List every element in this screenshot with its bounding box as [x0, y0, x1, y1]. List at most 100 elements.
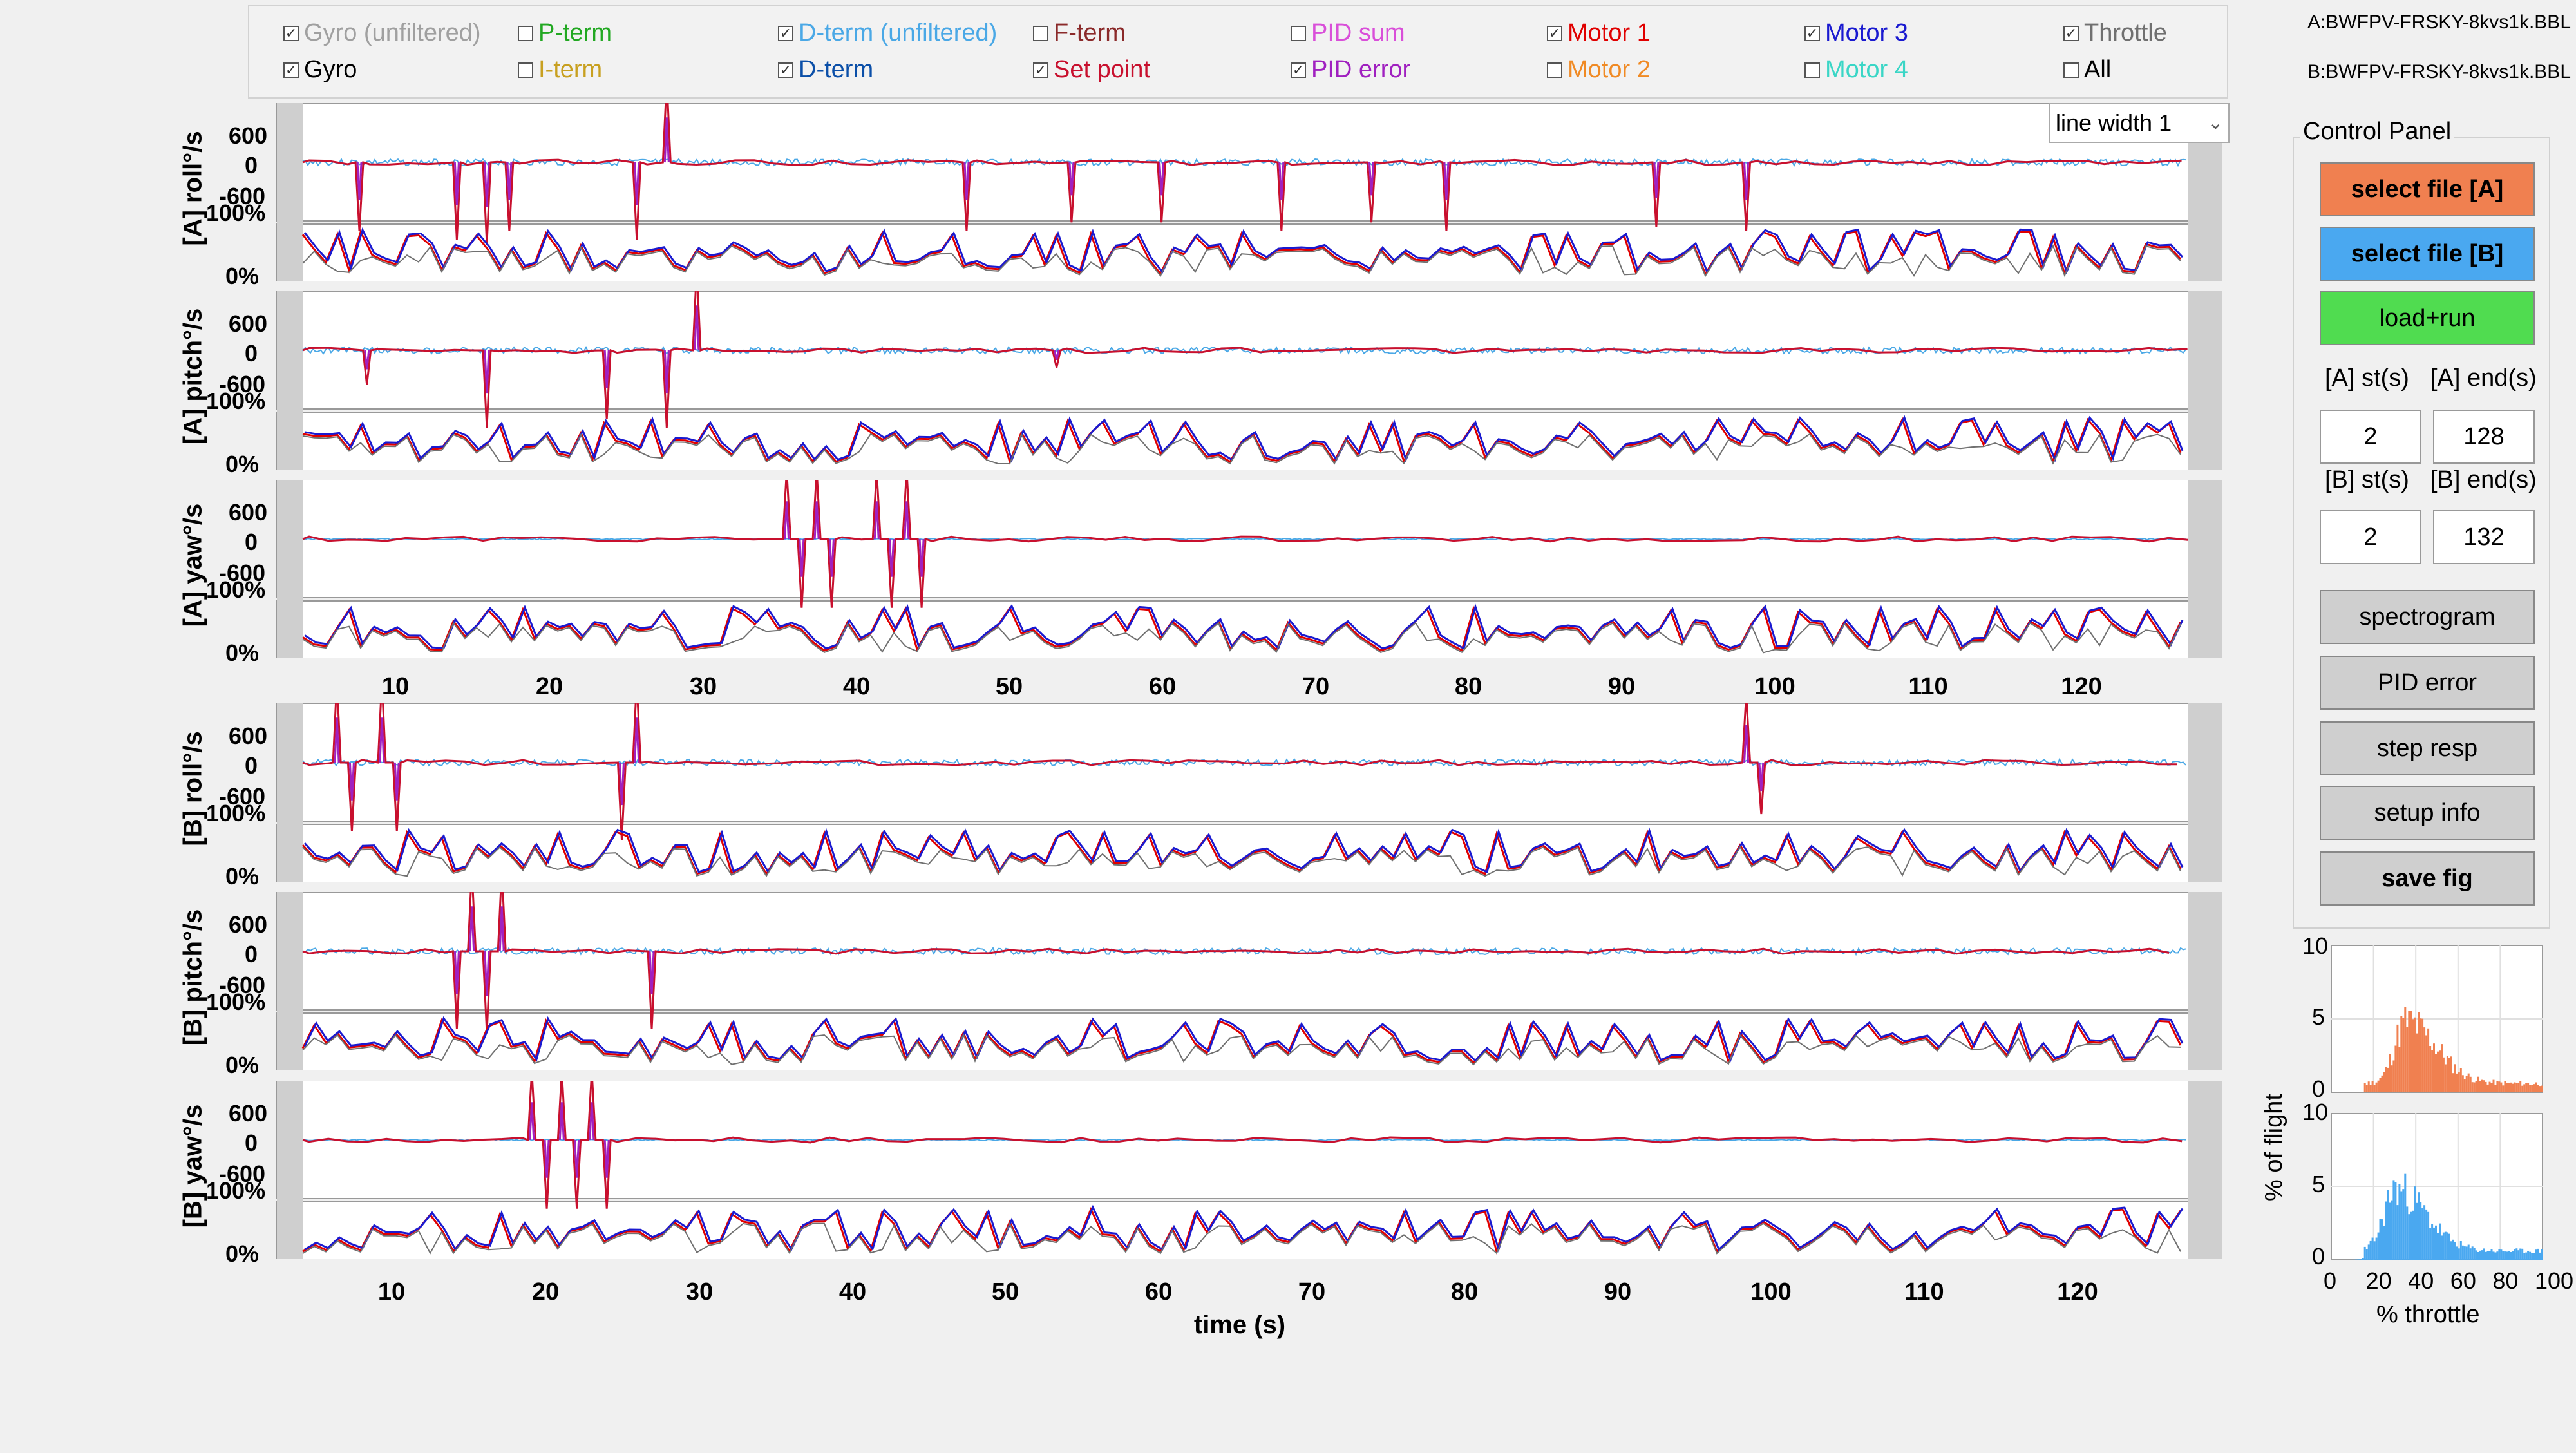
checkbox-icon[interactable]	[1291, 25, 1306, 41]
checkbox-icon[interactable]: ✓	[1804, 25, 1820, 41]
legend-toggle-all[interactable]: All	[2063, 56, 2111, 84]
select-file-a-button[interactable]: select file [A]	[2320, 162, 2535, 216]
checkbox-icon[interactable]	[1547, 62, 1562, 78]
hist-bar	[2469, 1248, 2472, 1260]
trim-mask-start	[277, 103, 303, 281]
legend-toggle-set-point[interactable]: ✓ Set point	[1033, 56, 1150, 84]
legend-label: Motor 4	[1825, 56, 1908, 83]
legend-toggle-throttle[interactable]: ✓ Throttle	[2063, 19, 2167, 47]
pid-error-trace	[453, 906, 655, 996]
hist-bar	[2367, 1244, 2370, 1260]
hist-bar	[2423, 1205, 2426, 1260]
legend-toggle-motor-2[interactable]: Motor 2	[1547, 56, 1651, 84]
hist-bar	[2387, 1067, 2389, 1092]
checkbox-icon[interactable]: ✓	[778, 62, 793, 78]
checkbox-icon[interactable]	[2063, 62, 2079, 78]
spectrogram-button[interactable]: spectrogram	[2320, 590, 2535, 644]
checkbox-icon[interactable]: ✓	[2063, 25, 2079, 41]
legend-toggle-motor-4[interactable]: Motor 4	[1804, 56, 1908, 84]
hist-bar	[2371, 1081, 2374, 1092]
legend-toggle-i-term[interactable]: I-term	[518, 56, 602, 84]
hist-bar	[2412, 1210, 2414, 1260]
setpoint-trace	[302, 892, 2170, 1033]
b-start-input[interactable]: 2	[2320, 510, 2421, 564]
panel-ytick: 0%	[225, 640, 260, 666]
time-tick: 90	[1607, 673, 1636, 700]
hist-b-ytick-5: 5	[2312, 1171, 2325, 1197]
hist-bar	[2387, 1190, 2389, 1260]
a-start-input[interactable]: 2	[2320, 410, 2421, 464]
panel-ytick: -600	[219, 183, 266, 209]
trace-legend	[248, 5, 2228, 99]
hist-bar	[2452, 1239, 2454, 1260]
hist-bar	[2467, 1073, 2470, 1092]
plot-axes	[276, 291, 2222, 470]
panel-ytick: 0	[245, 1130, 258, 1156]
checkbox-icon[interactable]: ✓	[1291, 62, 1306, 78]
hist-bar	[2498, 1081, 2501, 1092]
b-end-input[interactable]: 132	[2433, 510, 2535, 564]
checkbox-icon[interactable]: ✓	[778, 25, 793, 41]
save-fig-button[interactable]: save fig	[2320, 851, 2535, 906]
hist-bar	[2492, 1251, 2495, 1260]
legend-toggle-pid-sum[interactable]: PID sum	[1291, 19, 1405, 47]
hist-bar	[2435, 1225, 2437, 1260]
hist-bar	[2477, 1076, 2479, 1092]
hist-bar	[2500, 1082, 2503, 1092]
hist-bar	[2461, 1245, 2464, 1260]
time-tick: 10	[381, 673, 410, 700]
hist-bar	[2421, 1018, 2424, 1092]
step-resp-button[interactable]: step resp	[2320, 721, 2535, 775]
panel-ytick: 600	[229, 1100, 268, 1126]
select-file-b-button[interactable]: select file [B]	[2320, 227, 2535, 281]
hist-bar	[2392, 1180, 2395, 1260]
hist-bar	[2531, 1085, 2533, 1092]
legend-toggle-gyro-unfiltered[interactable]: ✓ Gyro (unfiltered)	[283, 19, 481, 47]
checkbox-icon[interactable]	[1804, 62, 1820, 78]
hist-bar	[2439, 1050, 2441, 1092]
panel-ylabel: [A] pitch°/s	[178, 308, 207, 445]
legend-toggle-f-term[interactable]: F-term	[1033, 19, 1126, 47]
hist-bar	[2379, 1078, 2382, 1092]
time-tick: 70	[1298, 1278, 1326, 1306]
legend-toggle-p-term[interactable]: P-term	[518, 19, 612, 47]
checkbox-icon[interactable]	[518, 62, 533, 78]
hist-bar	[2514, 1082, 2516, 1092]
legend-toggle-pid-error[interactable]: ✓ PID error	[1291, 56, 1410, 84]
hist-bar	[2541, 1249, 2543, 1260]
legend-toggle-d-term-unfiltered[interactable]: ✓ D-term (unfiltered)	[778, 19, 997, 47]
hist-bar	[2416, 1202, 2418, 1260]
time-tick: 110	[1904, 1278, 1944, 1306]
setup-info-button[interactable]: setup info	[2320, 786, 2535, 840]
hist-bar	[2427, 1211, 2430, 1260]
legend-toggle-d-term[interactable]: ✓ D-term	[778, 56, 873, 84]
hist-bar	[2461, 1075, 2464, 1092]
hist-bar	[2510, 1252, 2512, 1260]
checkbox-icon[interactable]	[1033, 25, 1048, 41]
control-panel-title: Control Panel	[2300, 118, 2454, 146]
hist-a-ytick-5: 5	[2312, 1003, 2325, 1030]
hist-bar	[2406, 1206, 2409, 1260]
legend-toggle-motor-3[interactable]: ✓ Motor 3	[1804, 19, 1908, 47]
pid-error-button[interactable]: PID error	[2320, 656, 2535, 710]
checkbox-icon[interactable]: ✓	[1547, 25, 1562, 41]
checkbox-icon[interactable]: ✓	[1033, 62, 1048, 78]
legend-toggle-gyro[interactable]: ✓ Gyro	[283, 56, 357, 84]
checkbox-icon[interactable]: ✓	[283, 25, 299, 41]
trim-mask-start	[277, 703, 303, 882]
a-end-input[interactable]: 128	[2433, 410, 2535, 464]
throttle-trace	[302, 1222, 2181, 1255]
line-width-select[interactable]: line width 1 ⌄	[2049, 103, 2230, 143]
panel-ytick: 600	[229, 310, 268, 337]
checkbox-icon[interactable]	[518, 25, 533, 41]
hist-bar	[2416, 1033, 2418, 1092]
trim-mask-end	[2188, 1081, 2222, 1259]
load-run-button[interactable]: load+run	[2320, 291, 2535, 345]
hist-bar	[2420, 1018, 2422, 1092]
hist-bar	[2421, 1208, 2424, 1260]
hist-bar	[2535, 1082, 2537, 1092]
hist-bar	[2483, 1248, 2485, 1260]
checkbox-icon[interactable]: ✓	[283, 62, 299, 78]
legend-toggle-motor-1[interactable]: ✓ Motor 1	[1547, 19, 1651, 47]
hist-bar	[2465, 1076, 2468, 1092]
